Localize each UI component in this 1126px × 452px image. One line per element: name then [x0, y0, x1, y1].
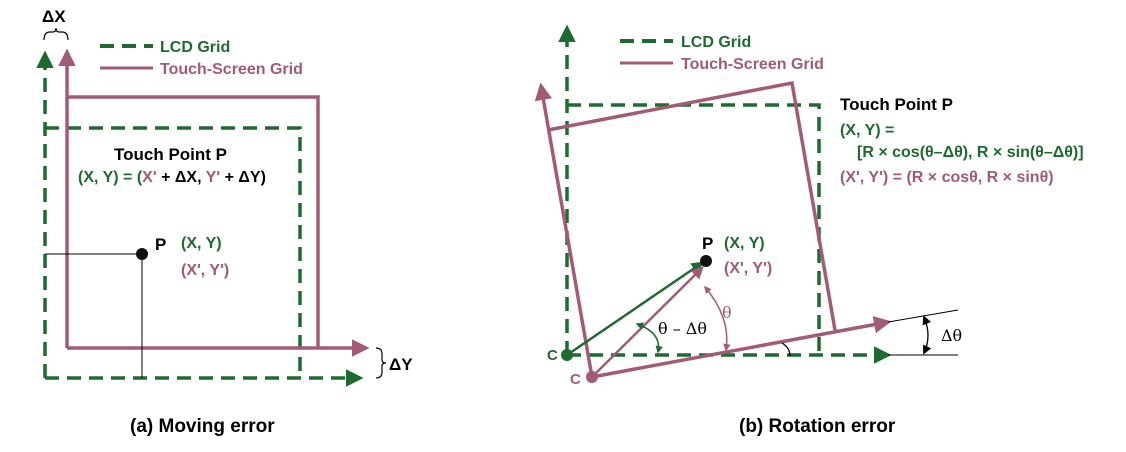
panel-a: ΔX LCD Grid Touch-Screen Grid ΔY Touch P…	[36, 7, 413, 437]
touch-point-title: Touch Point P	[114, 145, 227, 164]
delta-x-label: ΔX	[42, 7, 66, 26]
panel-b: LCD Grid Touch-Screen Grid Touch Point P…	[534, 24, 1084, 437]
delta-theta-ref-line-top	[887, 309, 959, 323]
angle-arc-theta-minus-delta	[635, 322, 663, 354]
angle-arc-rotation	[781, 342, 791, 357]
legend-lcd-label-b: LCD Grid	[681, 34, 751, 51]
legend-touch-label: Touch-Screen Grid	[160, 61, 303, 78]
coord-lcd-label: (X, Y)	[181, 235, 222, 252]
delta-theta-arc	[922, 315, 932, 355]
eq-lcd-line1: (X, Y) =	[840, 122, 894, 139]
eq-plus-dy: + ΔY)	[220, 169, 266, 186]
coord-touch-label: (X', Y')	[181, 262, 229, 279]
center-touch-dot	[586, 371, 598, 383]
eq-plus-dx: + ΔX,	[157, 169, 206, 186]
moving-equation: (X, Y) = (X' + ΔX, Y' + ΔY)	[78, 169, 266, 186]
lcd-grid-box-b	[567, 103, 821, 355]
eq-lhs: (X, Y) = (	[78, 169, 143, 186]
center-touch-label: C	[570, 371, 581, 388]
point-label-b: P	[702, 234, 713, 253]
legend-lcd-label: LCD Grid	[160, 39, 230, 56]
center-lcd-label: C	[547, 347, 558, 364]
angle-theta-label: θ	[722, 303, 732, 322]
touch-point-title-b: Touch Point P	[840, 95, 953, 114]
coord-lcd-label-b: (X, Y)	[724, 235, 765, 252]
eq-lcd-line2: [R × cos(θ–Δθ), R × sin(θ–Δθ)]	[857, 144, 1084, 161]
touch-grid-box-b	[547, 80, 837, 331]
touch-y-axis-b	[534, 82, 594, 378]
touch-x-axis-b	[591, 315, 892, 379]
touch-grid-box	[67, 95, 320, 348]
vector-c-to-p-lcd	[566, 261, 705, 357]
touch-point-p	[136, 248, 148, 260]
coord-touch-label-b: (X', Y')	[724, 260, 772, 277]
touch-point-p-b	[700, 255, 712, 267]
legend-touch-label-b: Touch-Screen Grid	[681, 56, 824, 73]
lcd-grid-box	[45, 126, 302, 378]
eq-touch: (X', Y') = (R × cosθ, R × sinθ)	[840, 169, 1054, 186]
angle-delta-label: Δθ	[941, 326, 962, 345]
caption-b: (b) Rotation error	[739, 416, 896, 437]
eq-x-prime: X'	[142, 169, 156, 186]
delta-y-label: ΔY	[389, 355, 413, 374]
caption-a: (a) Moving error	[130, 416, 275, 437]
eq-y-prime: Y'	[206, 169, 220, 186]
angle-diff-label: θ – Δθ	[658, 319, 707, 338]
angle-arc-theta	[704, 285, 731, 352]
point-label: P	[155, 235, 166, 254]
center-lcd-dot	[561, 349, 573, 361]
delta-x-brace	[43, 27, 69, 41]
delta-y-brace	[375, 347, 387, 379]
vector-c-to-p-touch	[591, 266, 704, 378]
